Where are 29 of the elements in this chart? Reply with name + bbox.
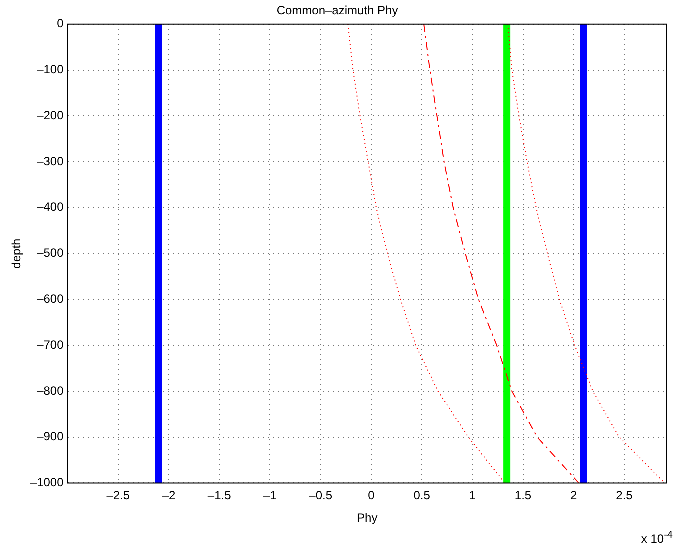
x-tick-label: –2.5 [106, 488, 130, 503]
y-tick-label: –200 [37, 108, 64, 122]
line-series [424, 24, 580, 484]
y-tick-label: –400 [37, 200, 64, 214]
line-series [508, 24, 666, 484]
x-tick-label: 2 [570, 488, 578, 503]
y-tick-label: –500 [37, 246, 64, 260]
text: x 10$^{-4}$ [641, 530, 673, 546]
y-tick-label: –1000 [30, 476, 64, 490]
x-tick-label: 0.5 [414, 488, 431, 503]
x-tick-label: –1.5 [208, 488, 232, 503]
x-tick-label: 2.5 [616, 488, 634, 503]
y-tick-label: –100 [37, 62, 64, 77]
x-tick-label: 1 [469, 488, 476, 503]
y-tick-label: –300 [37, 154, 64, 168]
y-tick-label: –700 [37, 338, 64, 352]
x-axis-title: Phy [357, 511, 378, 526]
x-tick-label: 1.5 [514, 488, 532, 503]
y-tick-label: –900 [37, 430, 64, 444]
y-tick-label: –800 [37, 384, 64, 398]
x-tick-label: –2 [162, 488, 176, 503]
x-tick-label: 0 [368, 488, 376, 503]
chart-title: Common–azimuth Phy [276, 4, 398, 18]
y-tick-label: –600 [37, 292, 64, 306]
y-axis-title: depth [10, 238, 24, 269]
x-tick-label: –0.5 [309, 488, 333, 503]
line-series [348, 24, 506, 484]
x-tick-label: –1 [264, 488, 278, 503]
y-tick-label: 0 [57, 16, 64, 31]
